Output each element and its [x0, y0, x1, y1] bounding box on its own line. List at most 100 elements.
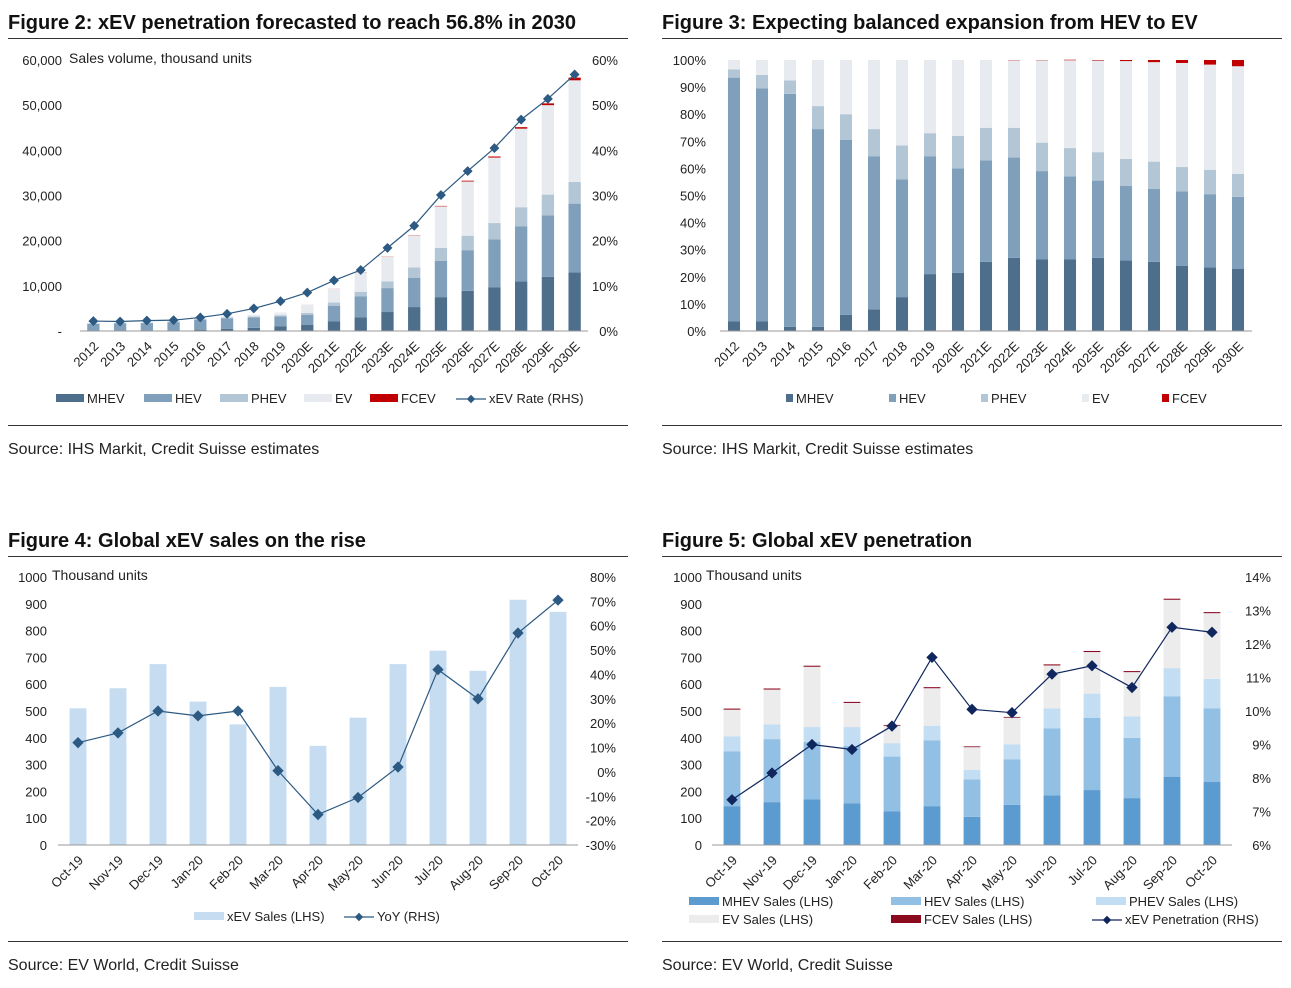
bar-phev-2029e	[541, 194, 555, 216]
bar-ev-sales-lhs-jun-20	[1043, 665, 1061, 709]
y-tick-label: 700	[25, 650, 47, 665]
bar-phev-2018	[895, 145, 909, 180]
line-point-2027e	[489, 143, 500, 154]
line-point-2024e	[409, 220, 420, 231]
bar-mhev-2019	[923, 274, 937, 331]
y2-tick-label: 50%	[590, 643, 616, 658]
bar-hev-2015	[167, 322, 180, 331]
figure-5-panel: Figure 5: Global xEV penetration 0 100 200…	[662, 530, 1282, 985]
bar-mhev-2023e	[1035, 259, 1049, 331]
bar-fcev-sales-lhs-nov-19	[763, 688, 781, 690]
figure-2-title-rule	[8, 38, 628, 39]
bar-hev-2018	[895, 179, 909, 298]
y2-tick-label: 50%	[592, 98, 618, 113]
bar-mhev-sales-lhs-oct-19	[723, 806, 741, 845]
figure-4-source: Source: EV World, Credit Suisse	[8, 957, 239, 974]
bar-fcev-sales-lhs-dec-19	[803, 665, 821, 667]
bar-hev-2021e	[327, 305, 341, 322]
line-point-2019	[275, 296, 286, 307]
bar-hev-2018	[247, 317, 260, 328]
bar-hev-sales-lhs-dec-19	[803, 741, 821, 800]
x-tick-label: May-20	[325, 853, 366, 894]
y-tick-label: 600	[680, 677, 702, 692]
bar-hev-sales-lhs-aug-20	[1123, 737, 1141, 799]
bar-ev-sales-lhs-dec-19	[803, 666, 821, 728]
legend-label-xev-penetration-rhs: xEV Penetration (RHS)	[1125, 912, 1259, 927]
figure-5-chart: 0 100 200 300 400 500 600 700 800 900 1000 Thousand…	[673, 567, 1271, 927]
y2-tick-label: 10%	[1245, 704, 1271, 719]
bar-phev-sales-lhs-jan-20	[843, 727, 861, 746]
y2-tick-label: 30%	[592, 189, 618, 204]
legend-label-xev-rate-rhs: xEV Rate (RHS)	[489, 391, 584, 406]
bar-hev-2016	[194, 319, 207, 330]
y-tick-label: 1000	[18, 570, 47, 585]
y-tick-label: 100	[25, 811, 47, 826]
bar-mhev-sales-lhs-jan-20	[843, 803, 861, 845]
bar-ev-2024e	[408, 235, 421, 268]
bar-hev-2029e	[541, 215, 555, 277]
bar-ev-sales-lhs-aug-20	[1123, 672, 1141, 717]
bar-phev-2026e	[1119, 158, 1133, 187]
bar-xev-sales-lhs-feb-20	[229, 724, 247, 845]
line-point-feb-20	[232, 705, 244, 717]
bar-fcev-2030e	[1231, 60, 1245, 67]
line-point-2030e	[569, 69, 580, 80]
bar-mhev-2027e	[1147, 261, 1161, 331]
y2-tick-label: 10%	[590, 741, 616, 756]
bar-mhev-2026e	[461, 290, 474, 331]
x-tick-label: 2014	[767, 339, 798, 370]
legend-swatch-hev-sales-lhs	[891, 897, 921, 905]
bar-hev-2025e	[434, 260, 448, 298]
bar-ev-2018	[895, 60, 909, 146]
line-point-apr-20	[312, 808, 324, 821]
bar-phev-2019	[923, 133, 937, 157]
bar-phev-2030e	[568, 181, 581, 204]
bar-mhev-2026e	[1119, 260, 1133, 331]
y-tick-label: 80%	[680, 107, 706, 122]
legend-label-ev: EV	[1092, 391, 1110, 406]
bar-fcev-sales-lhs-apr-20	[963, 746, 981, 748]
legend-swatch-fcev-sales-lhs	[891, 915, 921, 923]
bar-phev-2021e	[979, 127, 993, 161]
bar-mhev-2015	[811, 326, 825, 331]
bar-xev-sales-lhs-may-20	[349, 717, 367, 845]
line-point-sep-20	[1166, 621, 1178, 633]
bar-phev-sales-lhs-aug-20	[1123, 716, 1141, 738]
bar-mhev-sales-lhs-nov-19	[763, 802, 781, 845]
bar-hev-2013	[113, 323, 127, 331]
y2-tick-label: 70%	[590, 594, 616, 609]
bar-fcev-2028e	[1175, 60, 1189, 63]
bar-hev-2019	[274, 316, 287, 327]
bar-fcev-2029e	[541, 103, 555, 106]
x-tick-label: Feb-20	[860, 853, 900, 893]
bar-phev-sales-lhs-sep-20	[1163, 668, 1181, 697]
line-point-jul-20	[432, 663, 444, 676]
bar-mhev-sales-lhs-mar-20	[923, 806, 941, 845]
bar-hev-2022e	[1007, 157, 1021, 258]
y2-tick-label: 80%	[590, 570, 616, 585]
bar-ev-2023e	[1035, 60, 1049, 143]
bar-ev-2025e	[434, 206, 448, 248]
bar-mhev-sales-lhs-sep-20	[1163, 776, 1181, 845]
bar-mhev-2027e	[488, 287, 501, 331]
legend-swatch-ev-sales-lhs	[689, 915, 719, 923]
bar-mhev-sales-lhs-feb-20	[883, 811, 901, 845]
bar-mhev-sales-lhs-aug-20	[1123, 798, 1141, 845]
bar-xev-sales-lhs-oct-19	[69, 708, 87, 845]
y2-tick-label: 20%	[592, 234, 618, 249]
y-tick-label: 40,000	[22, 143, 62, 158]
figure-5-title: Figure 5: Global xEV penetration	[662, 530, 973, 552]
bar-mhev-sales-lhs-oct-20	[1203, 782, 1221, 845]
y2-tick-label: -10%	[586, 789, 617, 804]
line-point-jan-20	[846, 743, 858, 756]
bar-phev-sales-lhs-oct-20	[1203, 678, 1221, 709]
figure-3-bottom-rule	[662, 425, 1282, 426]
bar-hev-2020e	[301, 314, 314, 325]
y-tick-label: 600	[25, 677, 47, 692]
bar-ev-2028e	[1175, 62, 1189, 168]
y2-tick-label: 40%	[592, 143, 618, 158]
x-tick-label: Oct-19	[702, 853, 740, 891]
bar-fcev-sales-lhs-jan-20	[843, 701, 861, 703]
x-tick-label: Nov-19	[86, 853, 126, 893]
line-point-mar-20	[926, 651, 938, 664]
